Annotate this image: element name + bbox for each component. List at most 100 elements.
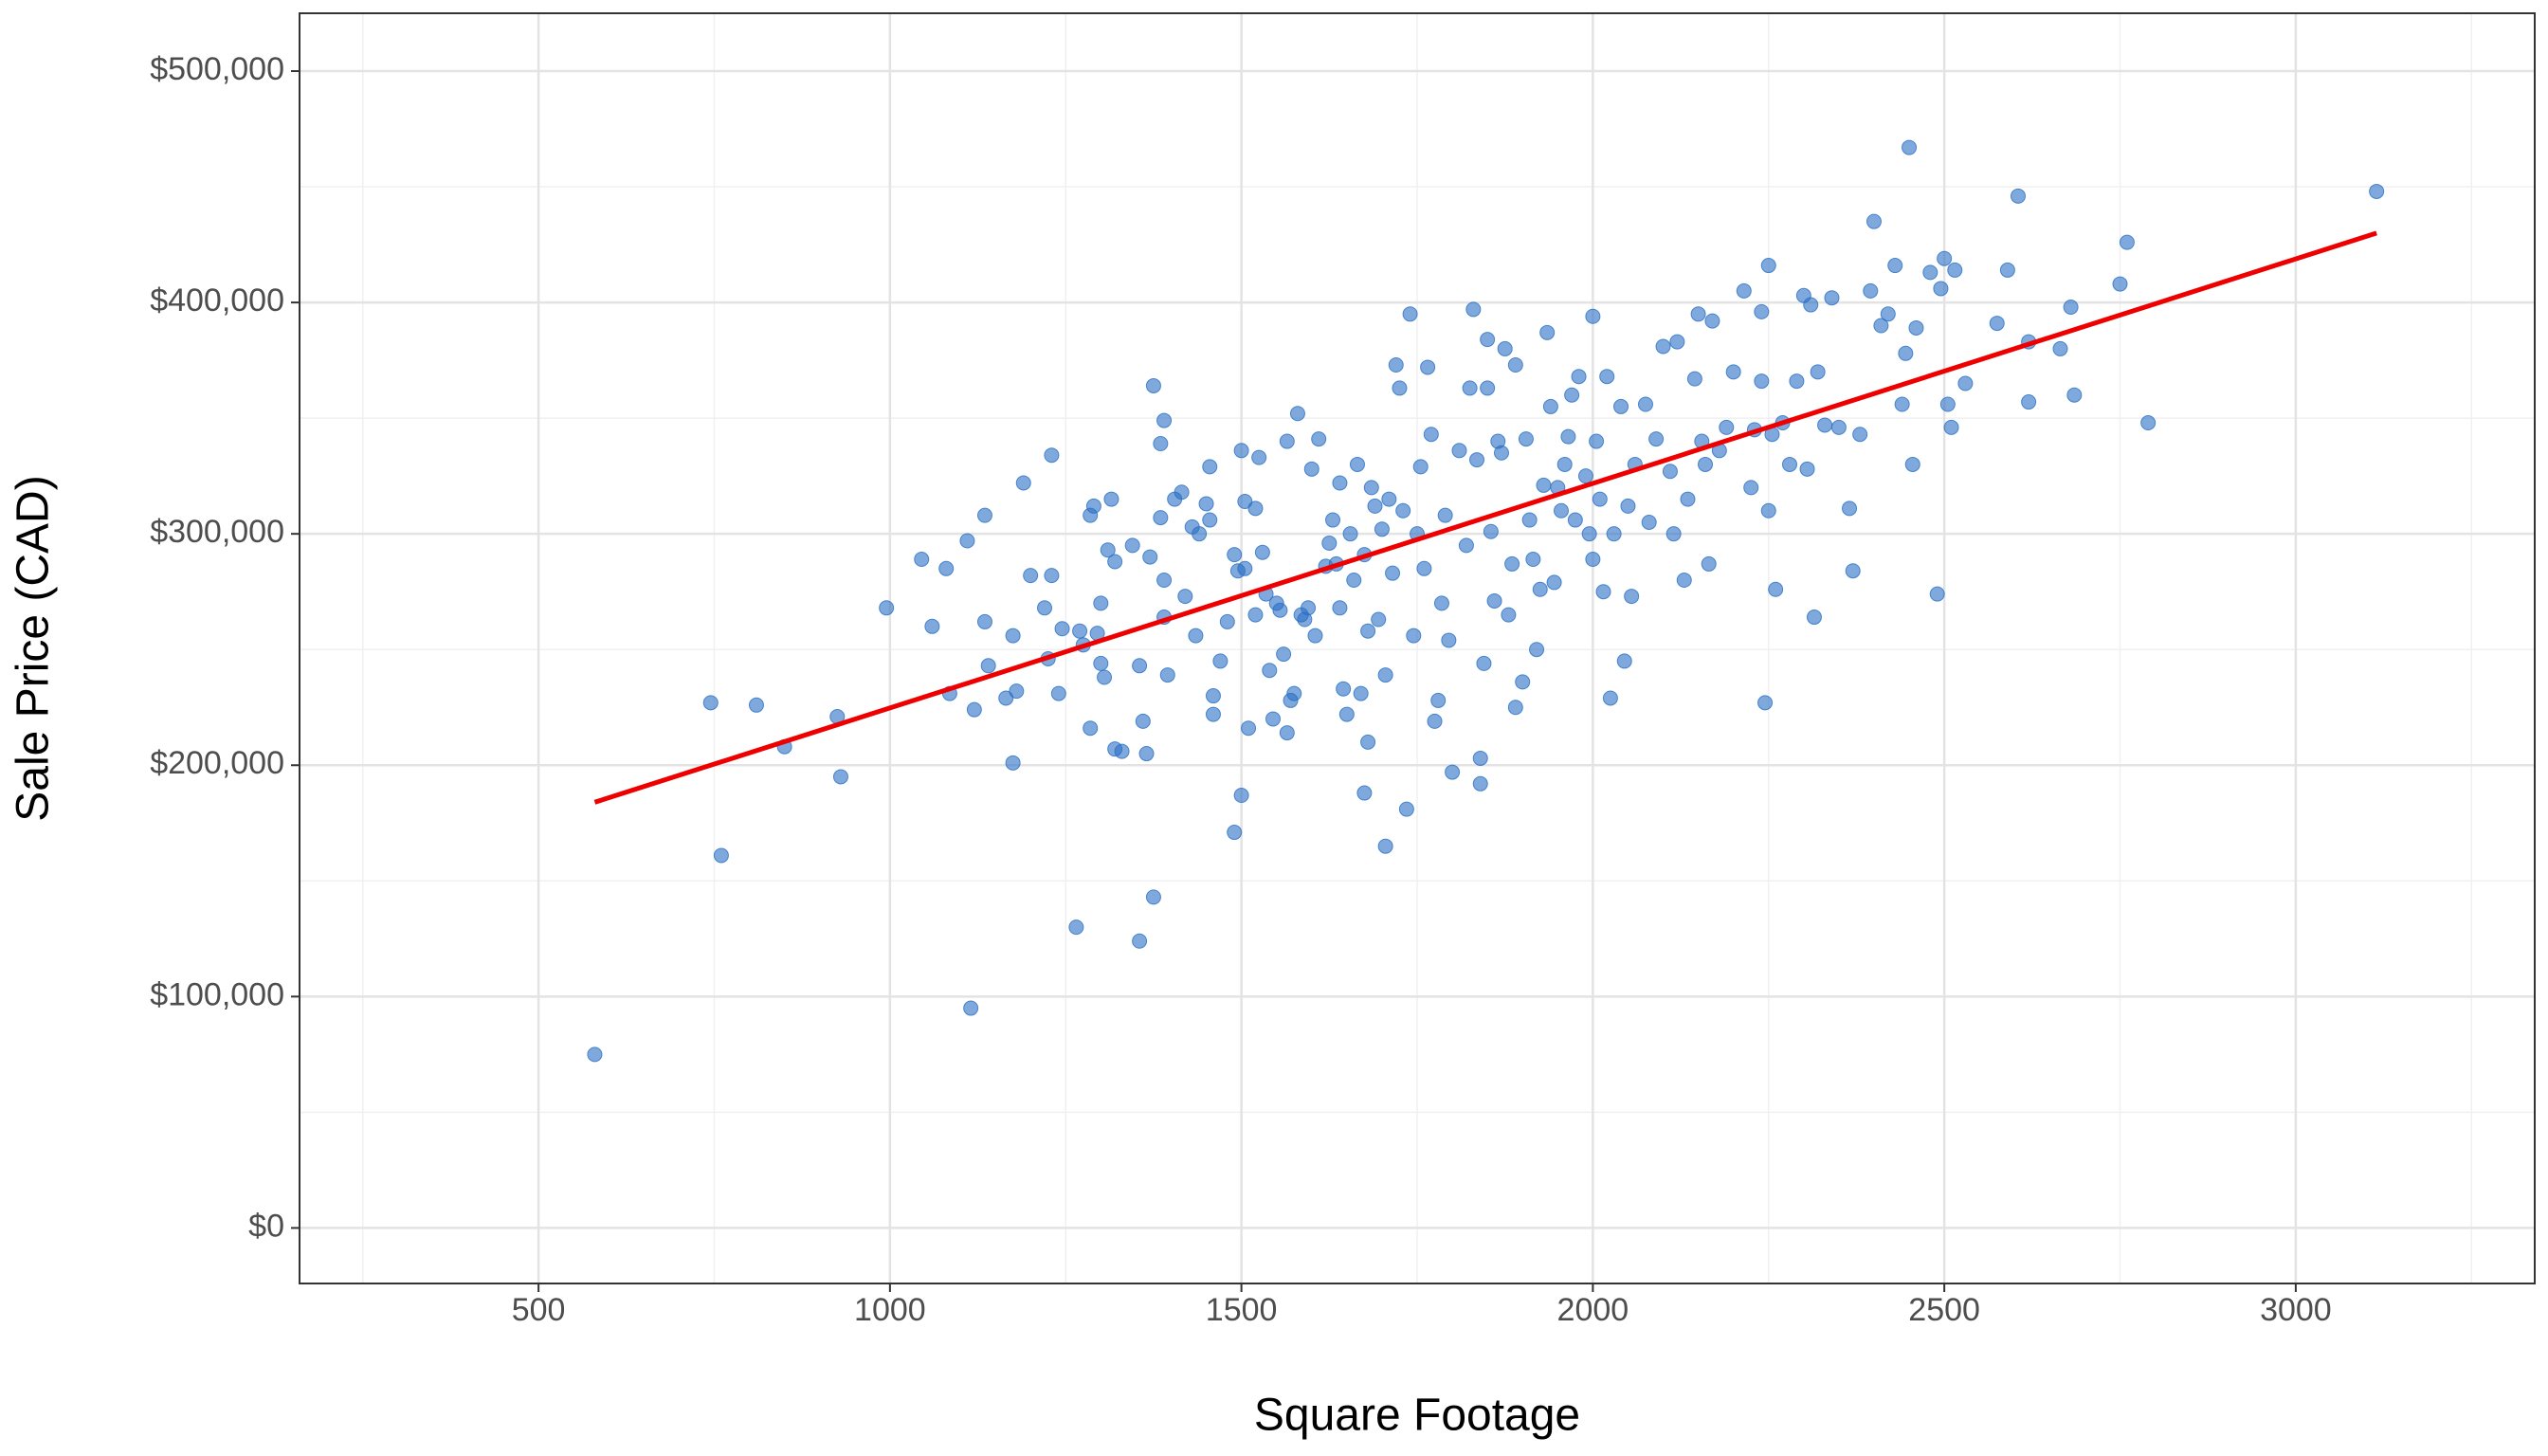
point [1902, 139, 1918, 155]
point [1241, 720, 1257, 737]
point [1922, 264, 1938, 281]
point [1725, 364, 1741, 380]
point [1592, 491, 1608, 507]
point [1237, 560, 1253, 576]
point [1880, 306, 1896, 322]
point [1669, 334, 1685, 350]
point [1093, 655, 1109, 671]
point [1332, 600, 1348, 616]
y-axis-title: Sale Price (CAD) [9, 475, 59, 821]
y-tick-label: $500,000 [150, 51, 284, 87]
point [1381, 491, 1397, 507]
point [1395, 502, 1411, 519]
x-axis-title: Square Footage [1254, 1391, 1580, 1441]
point [1420, 359, 1436, 375]
point [1153, 435, 1169, 451]
point [1233, 443, 1249, 459]
point [1301, 600, 1317, 616]
marks [587, 139, 2385, 1063]
point [1398, 801, 1414, 817]
x-tick-label: 1000 [854, 1292, 926, 1328]
point [1205, 706, 1221, 722]
point [1392, 380, 1408, 396]
point [1743, 480, 1759, 496]
point [1757, 695, 1774, 711]
point [1279, 433, 1295, 449]
x-tick-label: 500 [512, 1292, 566, 1328]
point [1620, 498, 1636, 514]
point [1005, 755, 1021, 771]
point [914, 552, 930, 568]
point [1616, 653, 1632, 669]
point [1247, 500, 1264, 517]
point [1577, 468, 1593, 484]
y-tick-label: $300,000 [150, 514, 284, 550]
point [2112, 276, 2128, 292]
point [2140, 415, 2157, 431]
point [1686, 371, 1702, 387]
point [1142, 549, 1158, 565]
point [1532, 581, 1548, 597]
point [1504, 555, 1520, 572]
point [1768, 581, 1784, 597]
point [1044, 447, 1060, 464]
point [1360, 623, 1376, 639]
point [2021, 394, 2037, 410]
axes: 500 1000 1500 2000 2500 3000 $0 $100,000 $200,00… [150, 51, 2332, 1328]
point [1342, 526, 1358, 542]
point [1107, 554, 1123, 570]
point [1192, 526, 1208, 542]
point [1507, 357, 1523, 373]
point [1385, 565, 1401, 581]
point [1937, 250, 1953, 266]
point [1542, 398, 1558, 414]
point [1289, 406, 1305, 422]
point [1690, 306, 1706, 322]
point [1085, 498, 1101, 514]
point [1589, 433, 1605, 449]
point [2119, 234, 2135, 250]
point [1356, 785, 1373, 801]
point [1704, 313, 1720, 329]
point [1999, 262, 2015, 278]
point [1097, 669, 1113, 685]
point [1332, 475, 1348, 491]
point [1957, 375, 1974, 391]
point [1606, 526, 1622, 542]
point [1817, 417, 1833, 433]
point [1132, 658, 1148, 674]
point [1760, 258, 1776, 274]
point [1736, 282, 1752, 299]
point [1044, 568, 1060, 584]
point [1989, 316, 2005, 332]
point [1556, 456, 1573, 472]
point [1009, 683, 1025, 700]
y-tick-label: $400,000 [150, 282, 284, 318]
point [1153, 510, 1169, 526]
x-tick-label: 1500 [1206, 1292, 1278, 1328]
point [1680, 491, 1696, 507]
point [1803, 297, 1819, 313]
point [2063, 299, 2079, 315]
point [1219, 613, 1235, 629]
point [713, 847, 729, 864]
point [1754, 373, 1770, 390]
point [1451, 443, 1467, 459]
point [1367, 498, 1383, 514]
point [1852, 427, 1868, 443]
point [2066, 387, 2083, 403]
point [1423, 427, 1439, 443]
point [1135, 713, 1151, 729]
point [1866, 213, 1882, 229]
point [1929, 586, 1945, 602]
point [1480, 332, 1496, 348]
point [1539, 324, 1556, 340]
point [1637, 396, 1653, 412]
point [1458, 537, 1474, 554]
point [1602, 690, 1618, 706]
point [1581, 526, 1597, 542]
point [1321, 535, 1338, 551]
point [1177, 589, 1193, 605]
point [1363, 480, 1379, 496]
